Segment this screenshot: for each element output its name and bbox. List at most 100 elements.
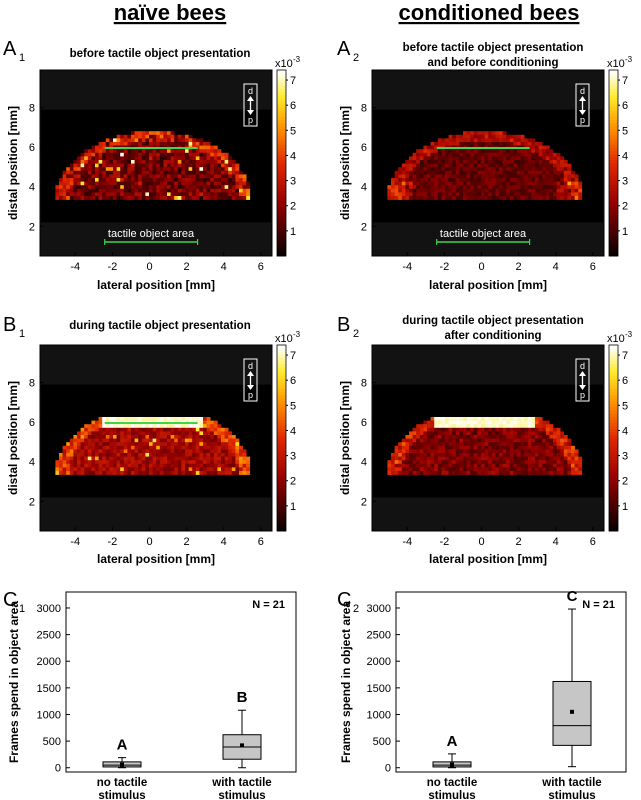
heatmap-cell xyxy=(239,181,243,186)
colorbar-swatch xyxy=(277,459,286,464)
heatmap-cell xyxy=(185,445,189,450)
heatmap-cell xyxy=(163,427,168,432)
colorbar-swatch xyxy=(609,459,618,464)
heatmap-cell xyxy=(419,160,424,164)
heatmap-cell xyxy=(463,453,467,457)
heatmap-cell xyxy=(506,196,511,200)
heatmap-cell xyxy=(513,442,518,447)
heatmap-cell xyxy=(556,438,561,443)
heatmap-cell xyxy=(524,438,529,443)
heatmap-cell xyxy=(506,149,511,154)
heatmap-cell xyxy=(105,170,110,175)
heatmap-cell xyxy=(495,149,500,154)
heatmap-cell xyxy=(470,460,475,465)
heatmap-cell xyxy=(531,170,536,175)
heatmap-cell xyxy=(188,435,193,439)
colorbar-swatch xyxy=(277,397,286,402)
heatmap-cell xyxy=(441,142,446,146)
heatmap-cell xyxy=(199,460,204,465)
heatmap-cell xyxy=(567,188,572,193)
y-tick-label: 1000 xyxy=(37,709,61,721)
colorbar-swatch xyxy=(277,252,286,257)
heatmap-cell xyxy=(127,417,132,421)
heatmap-cell xyxy=(571,185,575,190)
heatmap-cell xyxy=(524,163,529,168)
heatmap-cell xyxy=(102,178,107,182)
heatmap-cell xyxy=(120,460,125,465)
heatmap-cell xyxy=(495,445,500,450)
heatmap-cell xyxy=(224,445,229,450)
heatmap-cell xyxy=(520,453,525,457)
heatmap-cell xyxy=(152,192,157,197)
heatmap-cell xyxy=(427,188,431,193)
x-axis-label: lateral position [mm] xyxy=(97,552,215,566)
heatmap-cell xyxy=(217,445,222,450)
heatmap-cell xyxy=(235,178,240,182)
colorbar-swatch xyxy=(277,469,286,473)
heatmap-cell xyxy=(401,178,406,182)
heatmap-cell xyxy=(195,185,200,190)
heatmap-cell xyxy=(156,471,161,475)
heatmap-cell xyxy=(427,445,431,450)
heatmap-cell xyxy=(563,449,568,454)
heatmap-cell xyxy=(553,160,557,164)
heatmap-cell xyxy=(188,170,193,175)
heatmap-cell xyxy=(416,427,421,432)
heatmap-cell xyxy=(484,160,489,164)
heatmap-cell xyxy=(499,435,503,439)
heatmap-cell xyxy=(520,424,525,429)
heatmap-cell xyxy=(120,138,125,143)
heatmap-cell xyxy=(59,471,63,475)
heatmap-cell xyxy=(448,156,453,161)
heatmap-cell xyxy=(113,460,117,465)
heatmap-cell xyxy=(517,178,521,182)
heatmap-cell xyxy=(188,427,193,432)
heatmap-cell xyxy=(531,163,536,168)
heatmap-cell xyxy=(156,427,161,432)
heatmap-cell xyxy=(213,467,218,472)
heatmap-panel-b2: B 2 during tactile object presentation a… xyxy=(337,314,633,566)
heatmap-cell xyxy=(149,427,153,432)
heatmap-cell xyxy=(563,167,568,172)
heatmap-cell xyxy=(84,456,89,461)
heatmap-cell xyxy=(73,456,78,461)
y-tick-label: 6 xyxy=(361,417,367,429)
heatmap-cell xyxy=(213,160,218,164)
heatmap-cell xyxy=(84,467,89,472)
heatmap-cell xyxy=(502,174,507,179)
heatmap-cell xyxy=(62,170,67,175)
heatmap-cell xyxy=(206,471,211,475)
heatmap-cell xyxy=(167,181,171,186)
heatmap-cell xyxy=(506,170,511,175)
heatmap-cell xyxy=(156,149,161,154)
heatmap-cell xyxy=(199,163,204,168)
heatmap-cell xyxy=(520,170,525,175)
heatmap-cell xyxy=(131,427,135,432)
heatmap-cell xyxy=(455,420,460,425)
heatmap-cell xyxy=(181,471,186,475)
compass-proximal-label: p xyxy=(580,115,585,125)
heatmap-cell xyxy=(416,471,421,475)
heatmap-cell xyxy=(484,174,489,179)
colorbar-swatch xyxy=(609,76,618,80)
heatmap-cell xyxy=(185,181,189,186)
heatmap-cell xyxy=(181,138,186,143)
heatmap-cell xyxy=(427,460,431,465)
heatmap-cell xyxy=(120,424,125,429)
heatmap-cell xyxy=(452,160,457,164)
heatmap-cell xyxy=(149,442,153,447)
colorbar-frame xyxy=(608,344,619,532)
heatmap-cell xyxy=(531,467,536,472)
heatmap-cell xyxy=(448,420,453,425)
heatmap-cell xyxy=(224,156,229,161)
heatmap-cell xyxy=(156,463,161,468)
heatmap-cell xyxy=(524,463,529,468)
heatmap-cell xyxy=(224,435,229,439)
heatmap-cell xyxy=(213,167,218,172)
heatmap-cell xyxy=(127,142,132,146)
heatmap-cell xyxy=(167,431,171,436)
colorbar-swatch xyxy=(609,246,618,251)
heatmap-cell xyxy=(149,424,153,429)
heatmap-cell xyxy=(495,188,500,193)
heatmap-cell xyxy=(466,174,471,179)
